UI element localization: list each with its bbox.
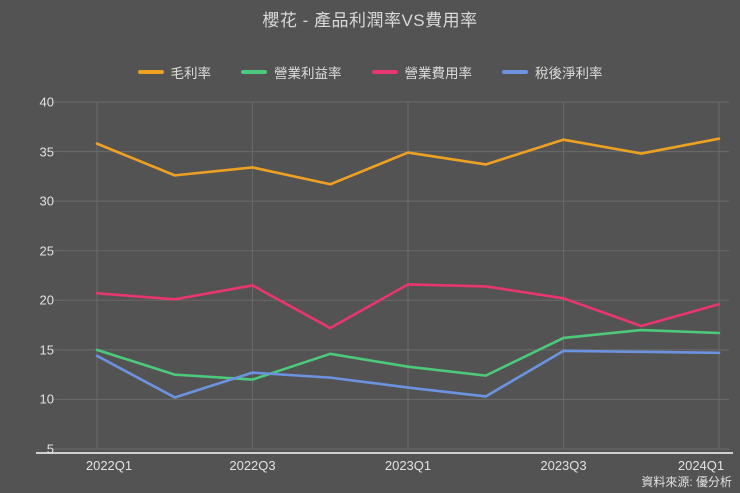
series-line-營業費用率 <box>95 283 721 330</box>
y-axis-label: 25 <box>39 243 54 259</box>
chart-source: 資料來源: 優分析 <box>641 475 732 489</box>
x-axis-label: 2023Q3 <box>540 458 587 473</box>
chart-title: 櫻花 - 產品利潤率VS費用率 <box>262 11 478 30</box>
legend-item-2[interactable]: 營業費用率 <box>371 62 473 82</box>
y-axis-label: 40 <box>39 94 54 110</box>
series-line-毛利率 <box>95 137 721 186</box>
x-axis-label: 2022Q3 <box>229 458 276 473</box>
legend-label: 營業費用率 <box>404 66 473 81</box>
y-axis-label: 35 <box>39 144 54 160</box>
y-axis-label: 10 <box>39 391 54 407</box>
y-axis-label: 5 <box>46 441 54 457</box>
x-axis-label: 2023Q1 <box>384 458 432 473</box>
chart-legend: 毛利率 營業利益率 營業費用率 稅後淨利率 <box>0 62 740 82</box>
y-axis-labels: 5 10 15 20 25 30 35 40 <box>12 0 54 493</box>
y-axis-label: 30 <box>39 193 54 209</box>
legend-item-3[interactable]: 稅後淨利率 <box>502 62 603 82</box>
y-axis-label: 15 <box>39 342 54 358</box>
legend-swatch-icon <box>371 70 398 74</box>
x-axis-label: 2024Q1 <box>677 458 725 473</box>
legend-label: 營業利益率 <box>274 66 342 81</box>
legend-swatch-icon <box>137 70 164 74</box>
legend-item-1[interactable]: 營業利益率 <box>241 62 342 82</box>
x-axis-label: 2022Q1 <box>85 458 133 473</box>
legend-swatch-icon <box>241 70 267 74</box>
series-line-稅後淨利率 <box>95 349 721 399</box>
legend-label: 毛利率 <box>170 66 212 81</box>
series-line-營業利益率 <box>95 328 721 381</box>
legend-label: 稅後淨利率 <box>535 66 603 81</box>
legend-swatch-icon <box>502 70 528 74</box>
y-axis-label: 20 <box>39 292 54 308</box>
legend-item-0[interactable]: 毛利率 <box>137 62 212 82</box>
